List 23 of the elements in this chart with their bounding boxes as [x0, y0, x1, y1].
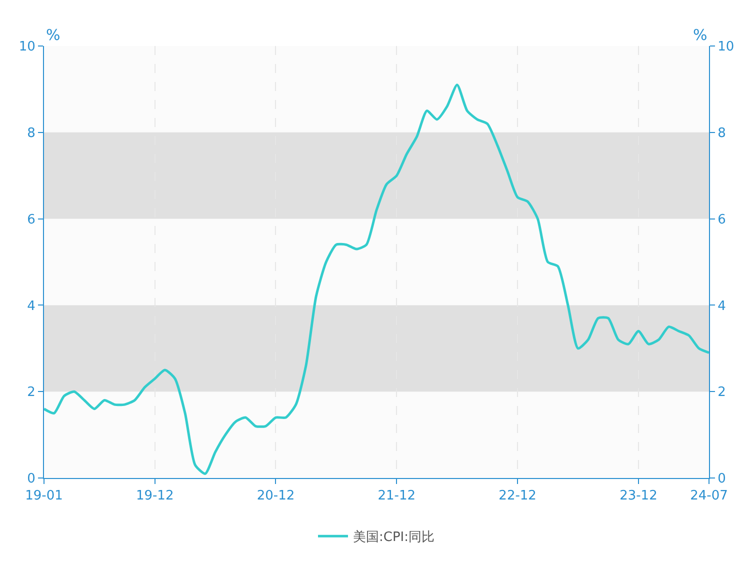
- x-tick-label: 19-12: [136, 488, 174, 504]
- y2-tick-label: 0: [718, 472, 726, 487]
- y-tick-label: 0: [27, 472, 36, 487]
- y-axis-title: %: [46, 26, 60, 44]
- x-tick-label: 20-12: [256, 488, 295, 504]
- legend-label: 美国:CPI:同比: [353, 529, 435, 546]
- y2-tick-label: 10: [718, 40, 734, 55]
- y2-tick-label: 2: [718, 385, 726, 400]
- y2-tick-label: 6: [718, 212, 726, 228]
- x-tick-label: 21-12: [378, 488, 416, 504]
- y-tick-label: 8: [27, 126, 36, 141]
- y2-axis-title: %: [693, 26, 708, 44]
- x-tick-label: 22-12: [498, 488, 536, 504]
- y2-tick-label: 4: [718, 298, 726, 314]
- y-tick-label: 4: [27, 298, 36, 314]
- y-tick-label: 6: [27, 212, 36, 228]
- line-series: [44, 84, 709, 475]
- x-tick-label: 23-12: [620, 488, 658, 504]
- y2-tick-label: 8: [718, 126, 726, 141]
- y-tick-label: 10: [18, 40, 36, 55]
- x-tick-label: 19-01: [25, 488, 63, 504]
- x-tick-label: 24-07: [690, 488, 728, 504]
- y-tick-label: 2: [27, 385, 36, 400]
